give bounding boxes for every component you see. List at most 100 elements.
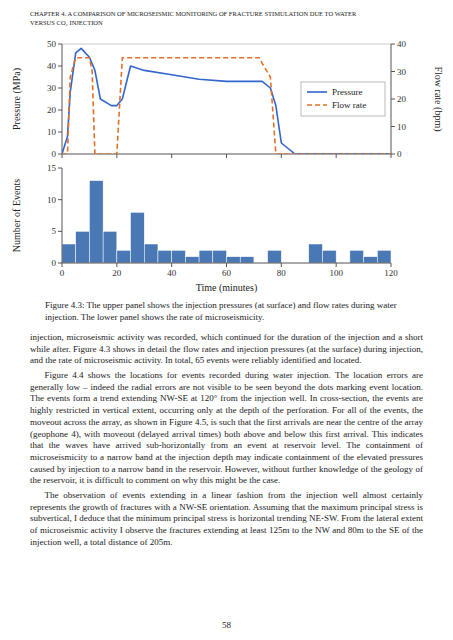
body-paragraph: injection, microseismic activity was rec… (30, 332, 423, 367)
histogram-bar (103, 231, 117, 263)
y-axis-label: Flow rate (bpm) (432, 67, 444, 132)
body-text: injection, microseismic activity was rec… (30, 332, 423, 551)
x-tick (336, 263, 337, 267)
y-axis-label: Pressure (MPa) (11, 68, 23, 130)
x-tick-label: 0 (60, 268, 65, 278)
y-tick-label: 0 (52, 149, 57, 159)
x-tick-label: 60 (222, 268, 232, 278)
y-tick (58, 154, 62, 155)
series-line (62, 58, 391, 154)
histogram-bar (213, 250, 227, 263)
y-tick (58, 168, 62, 169)
histogram-bar (144, 244, 158, 263)
y-tick-label: 30 (47, 83, 57, 93)
histogram-bar (131, 212, 145, 263)
y-tick (58, 110, 62, 111)
y-tick (391, 99, 395, 100)
y-tick-label: 5 (52, 226, 57, 236)
legend-label: Flow rate (332, 100, 366, 110)
histogram-bar (158, 250, 172, 263)
histogram-bar (89, 181, 103, 263)
legend: Pressure Flow rate (301, 82, 385, 116)
x-tick (226, 263, 227, 267)
y-tick-label: 0 (397, 149, 402, 159)
legend-box (301, 82, 385, 116)
x-tick (391, 154, 392, 158)
body-paragraph: Figure 4.4 shows the locations for event… (30, 370, 423, 487)
y-tick (58, 263, 62, 264)
chart-svg: 01020304050010203040Pressure (MPa)Flow r… (0, 36, 453, 298)
page-header: CHAPTER 4. A COMPARISON OF MICROSEISMIC … (30, 10, 425, 28)
y-tick-label: 10 (47, 127, 57, 137)
y-tick-label: 15 (47, 163, 57, 173)
legend-swatch (307, 104, 327, 106)
x-tick (62, 154, 63, 158)
lower-chart: 0 20 40 60 80 100 120 0 5 10 15 Number of Events Tim… (11, 163, 398, 294)
histogram-bar (227, 257, 241, 263)
histogram-bar (350, 250, 364, 263)
histogram-bar (172, 250, 186, 263)
y-tick-label: 10 (397, 122, 407, 132)
page-number: 58 (0, 620, 453, 630)
x-axis-label: Time (minutes) (196, 282, 258, 294)
legend-label: Pressure (332, 87, 363, 97)
y-tick-label: 10 (47, 195, 57, 205)
x-tick (116, 263, 117, 267)
histogram-bar (199, 250, 213, 263)
histogram-bar (76, 231, 90, 263)
y-tick (58, 132, 62, 133)
x-tick-label: 120 (384, 268, 398, 278)
y-tick-label: 40 (397, 39, 407, 49)
caption-line: Figure 4.3: The upper panel shows the in… (45, 300, 425, 312)
legend-swatch (307, 91, 327, 93)
histogram-bar (117, 250, 131, 263)
histogram-bar (62, 244, 76, 263)
figure-caption: Figure 4.3: The upper panel shows the in… (45, 300, 425, 323)
y-tick-label: 30 (397, 67, 407, 77)
y-tick (391, 44, 395, 45)
y-tick (58, 66, 62, 67)
y-tick-label: 20 (397, 94, 407, 104)
histogram-bar (364, 257, 378, 263)
x-tick (226, 154, 227, 158)
x-tick-label: 20 (112, 268, 122, 278)
x-tick (116, 154, 117, 158)
series-line (62, 48, 391, 154)
header-line: VERSUS CO₂ INJECTION (30, 19, 425, 28)
x-tick (171, 263, 172, 267)
histogram-bar (268, 250, 282, 263)
y-tick-label: 0 (52, 258, 57, 268)
x-tick (62, 263, 63, 267)
upper-chart: 01020304050010203040Pressure (MPa)Flow r… (11, 39, 444, 159)
x-tick (281, 154, 282, 158)
header-line: CHAPTER 4. A COMPARISON OF MICROSEISMIC … (30, 10, 425, 19)
y-tick (391, 126, 395, 127)
body-paragraph: The observation of events extending in a… (30, 490, 423, 548)
caption-line: injection. The lower panel shows the rat… (45, 312, 425, 324)
y-tick (58, 231, 62, 232)
x-tick (391, 263, 392, 267)
plot-lines (62, 48, 391, 154)
yticks-axis-line (62, 168, 63, 263)
y-tick (58, 88, 62, 89)
y-tick-label: 20 (47, 105, 57, 115)
x-tick (171, 154, 172, 158)
histogram-bar (240, 257, 254, 263)
histogram-bar (185, 257, 199, 263)
yticks-axis-line (62, 44, 63, 154)
y-tick-label: 40 (47, 61, 57, 71)
x-tick-label: 100 (329, 268, 343, 278)
y-tick (391, 71, 395, 72)
histogram-bar (322, 250, 336, 263)
y-axis-label: Number of Events (11, 179, 22, 252)
x-tick-label: 80 (277, 268, 287, 278)
x-tick (336, 154, 337, 158)
y-tick (58, 199, 62, 200)
x-tick (281, 263, 282, 267)
bars (62, 181, 391, 263)
histogram-bar (377, 250, 391, 263)
y-tick (58, 44, 62, 45)
histogram-bar (309, 244, 323, 263)
y-tick (391, 154, 395, 155)
x-tick-label: 40 (167, 268, 177, 278)
